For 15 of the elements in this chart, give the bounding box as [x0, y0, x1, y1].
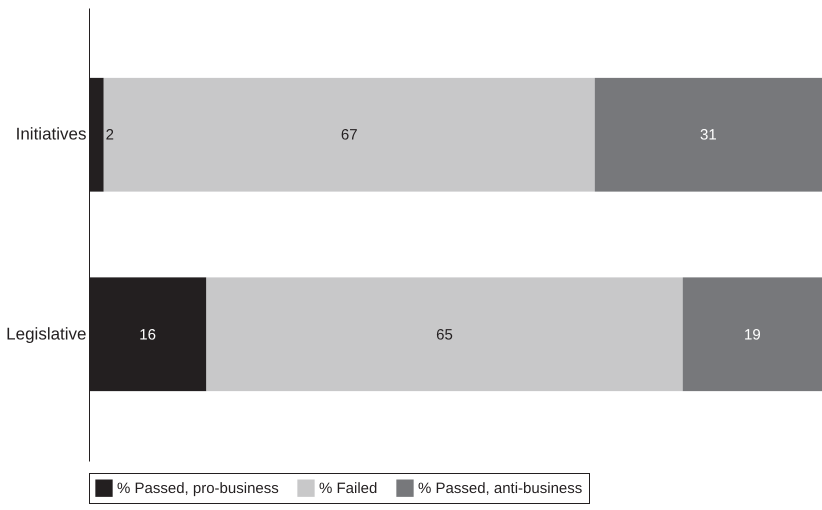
y-tick-label: Legislative — [6, 324, 86, 344]
data-label: 2 — [106, 126, 114, 144]
legend-label: % Passed, anti-business — [418, 480, 582, 498]
data-label: 31 — [700, 126, 717, 144]
data-label: 16 — [139, 326, 156, 344]
data-label: 65 — [436, 326, 453, 344]
data-label: 19 — [744, 326, 761, 344]
data-label: 67 — [340, 126, 358, 144]
bar — [104, 78, 595, 192]
legend-label: % Failed — [319, 480, 378, 498]
legend-label: % Passed, pro-business — [117, 480, 279, 498]
bar — [682, 277, 822, 392]
y-tick-label: Initiatives — [16, 124, 86, 144]
bar — [594, 78, 822, 192]
bar — [206, 277, 683, 392]
